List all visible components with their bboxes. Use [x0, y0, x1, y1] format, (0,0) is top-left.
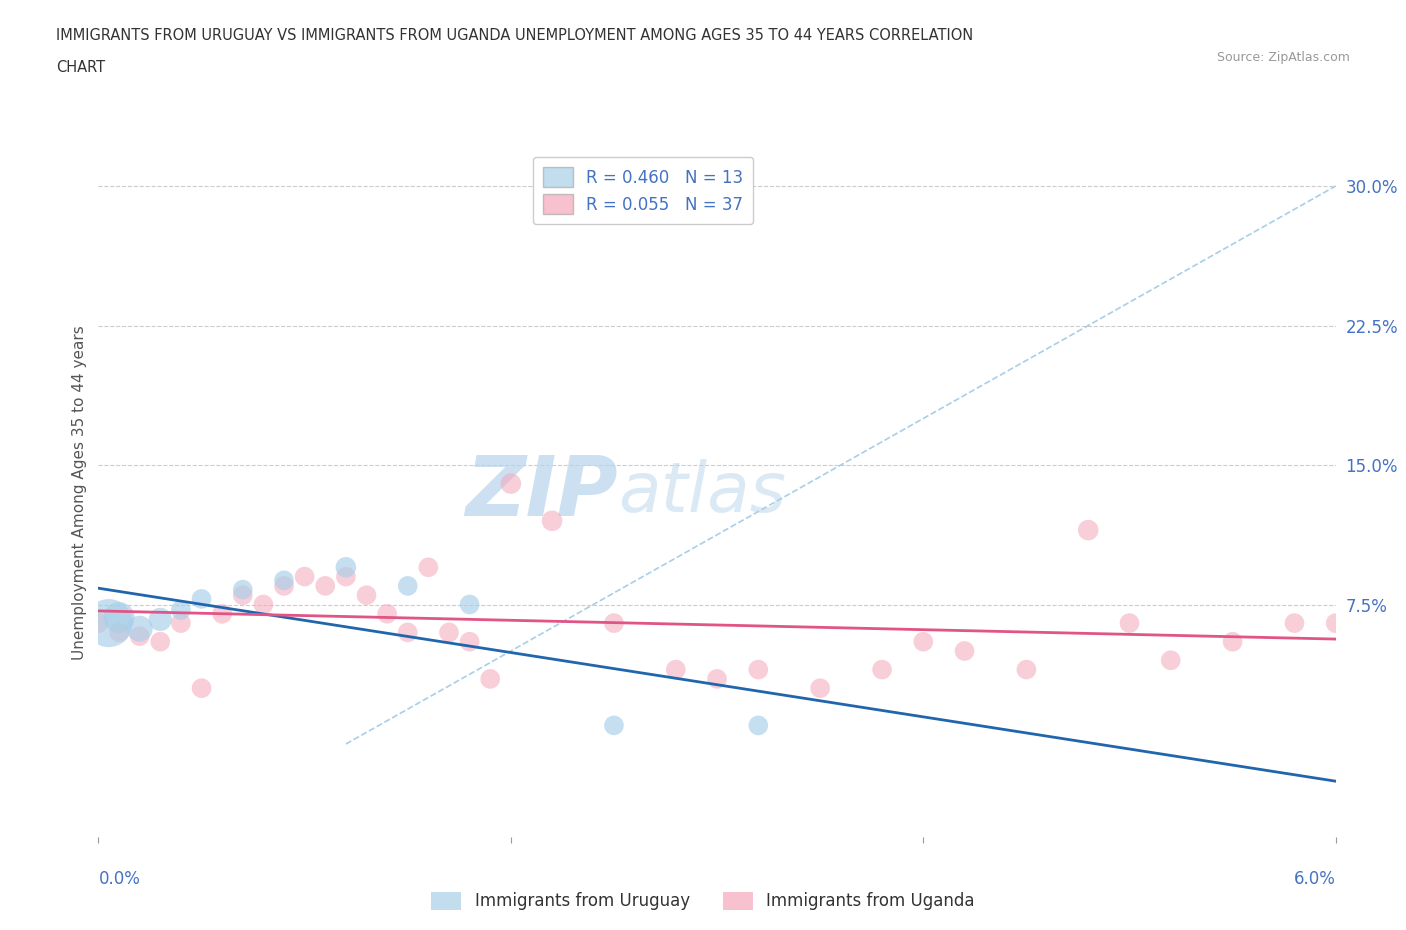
Point: [437, 625, 460, 640]
Point: [128, 629, 150, 644]
Point: [128, 621, 150, 636]
Point: [541, 513, 564, 528]
Point: [149, 634, 172, 649]
Text: Source: ZipAtlas.com: Source: ZipAtlas.com: [1216, 51, 1350, 64]
Point: [149, 612, 172, 627]
Point: [396, 625, 419, 640]
Point: [190, 591, 212, 606]
Point: [747, 662, 769, 677]
Point: [1118, 616, 1140, 631]
Point: [418, 560, 440, 575]
Text: 0.0%: 0.0%: [98, 870, 141, 887]
Point: [87, 616, 110, 631]
Y-axis label: Unemployment Among Ages 35 to 44 years: Unemployment Among Ages 35 to 44 years: [72, 326, 87, 660]
Point: [170, 616, 193, 631]
Point: [211, 606, 233, 621]
Point: [232, 582, 254, 597]
Point: [252, 597, 274, 612]
Point: [314, 578, 336, 593]
Point: [665, 662, 688, 677]
Point: [335, 560, 357, 575]
Point: [1324, 616, 1347, 631]
Point: [1077, 523, 1099, 538]
Legend: R = 0.460   N = 13, R = 0.055   N = 37: R = 0.460 N = 13, R = 0.055 N = 37: [533, 157, 754, 224]
Point: [1015, 662, 1038, 677]
Text: CHART: CHART: [56, 60, 105, 75]
Legend: Immigrants from Uruguay, Immigrants from Uganda: Immigrants from Uruguay, Immigrants from…: [425, 885, 981, 917]
Point: [273, 578, 295, 593]
Point: [1222, 634, 1244, 649]
Point: [458, 634, 481, 649]
Point: [706, 671, 728, 686]
Point: [603, 718, 626, 733]
Text: 6.0%: 6.0%: [1294, 870, 1336, 887]
Point: [108, 625, 131, 640]
Point: [1160, 653, 1182, 668]
Point: [808, 681, 831, 696]
Point: [108, 610, 131, 625]
Point: [396, 578, 419, 593]
Point: [356, 588, 378, 603]
Text: IMMIGRANTS FROM URUGUAY VS IMMIGRANTS FROM UGANDA UNEMPLOYMENT AMONG AGES 35 TO : IMMIGRANTS FROM URUGUAY VS IMMIGRANTS FR…: [56, 28, 973, 43]
Point: [294, 569, 316, 584]
Point: [499, 476, 522, 491]
Point: [375, 606, 398, 621]
Point: [232, 588, 254, 603]
Point: [458, 597, 481, 612]
Point: [1284, 616, 1306, 631]
Point: [912, 634, 935, 649]
Text: atlas: atlas: [619, 459, 786, 526]
Point: [603, 616, 626, 631]
Point: [97, 616, 120, 631]
Point: [747, 718, 769, 733]
Point: [870, 662, 893, 677]
Point: [479, 671, 502, 686]
Point: [190, 681, 212, 696]
Point: [335, 569, 357, 584]
Point: [170, 603, 193, 618]
Text: ZIP: ZIP: [465, 452, 619, 534]
Point: [273, 573, 295, 588]
Point: [953, 644, 976, 658]
